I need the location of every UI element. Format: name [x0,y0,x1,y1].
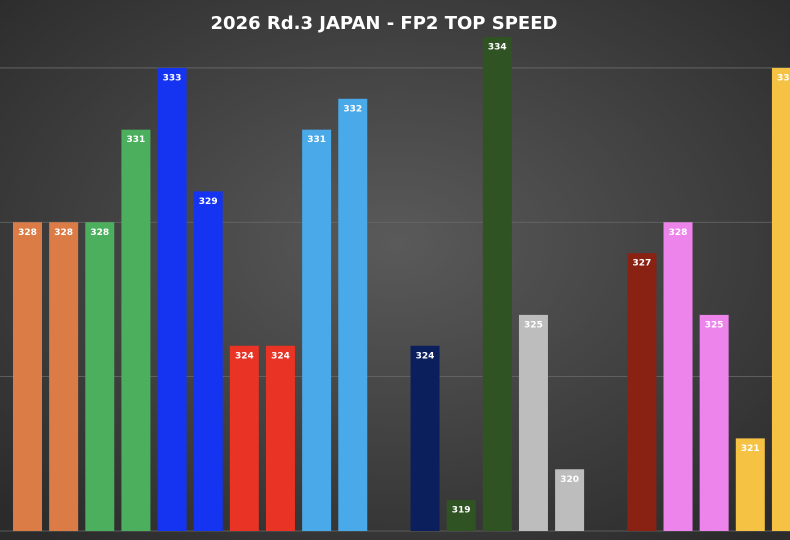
bar [518,314,548,531]
bar [49,222,79,532]
value-label: 324 [235,351,254,361]
value-label: 328 [90,228,109,238]
value-label: 329 [199,197,218,207]
chart-title: 2026 Rd.3 JAPAN - FP2 TOP SPEED [211,13,558,34]
bar [699,314,729,531]
value-label: 327 [632,259,651,269]
bar [85,222,115,532]
value-label: 332 [343,104,362,114]
value-label: 331 [127,135,146,145]
bar [410,345,440,531]
bar [121,129,151,532]
bar [627,253,657,531]
bar [555,469,585,531]
bar [446,500,476,531]
value-label: 331 [307,135,326,145]
bar [302,129,332,532]
value-label: 319 [452,506,471,516]
bar [13,222,42,532]
value-label: 321 [741,444,760,454]
bar [229,345,259,531]
bar [265,345,295,531]
bars: 328 328 328 331 333 329 324 324 331 332 324 319 334 3… [13,37,790,532]
value-label: 320 [560,475,579,485]
value-label: 328 [54,228,73,238]
bar [663,222,693,532]
value-label: 325 [524,320,543,330]
bar [482,37,512,532]
bar [338,98,368,531]
value-label: 334 [488,43,507,53]
value-label: 333 [777,73,790,83]
bar [193,191,223,531]
value-label: 328 [18,228,37,238]
bar [735,438,765,531]
value-label: 325 [705,320,724,330]
value-label: 333 [163,73,182,83]
value-label: 328 [669,228,688,238]
bar [157,67,187,531]
bar [771,67,790,531]
value-label: 324 [416,351,435,361]
value-label: 324 [271,351,290,361]
